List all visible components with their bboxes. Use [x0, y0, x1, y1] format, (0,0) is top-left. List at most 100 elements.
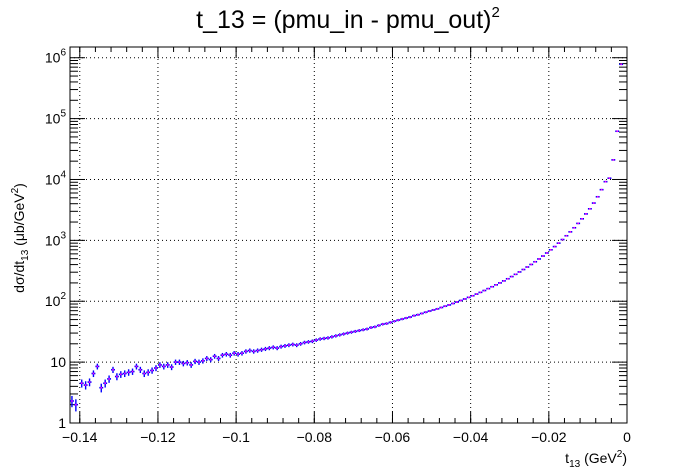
point-marker: [620, 63, 622, 66]
data-point: [486, 287, 491, 290]
y-tick-label: 105: [45, 109, 67, 127]
point-marker: [405, 317, 407, 319]
data-point: [412, 314, 416, 317]
point-marker: [190, 364, 192, 366]
point-marker: [616, 130, 619, 133]
point-marker: [319, 338, 321, 340]
point-marker: [327, 337, 329, 339]
point-marker: [479, 291, 482, 294]
point-marker: [592, 202, 595, 204]
point-marker: [385, 322, 388, 325]
point-marker: [503, 280, 505, 282]
data-point: [365, 327, 370, 331]
data-point: [306, 340, 311, 344]
data-point: [376, 324, 381, 327]
point-marker: [393, 320, 396, 323]
point-marker: [549, 248, 552, 251]
data-point: [220, 352, 225, 358]
point-marker: [608, 177, 611, 179]
x-tick-label: −0.04: [453, 429, 489, 445]
data-point: [470, 294, 475, 297]
point-marker: [323, 337, 325, 340]
data-point: [494, 284, 499, 286]
point-marker: [108, 378, 110, 380]
point-marker: [452, 302, 454, 305]
point-marker: [467, 296, 470, 299]
point-marker: [573, 226, 576, 229]
point-marker: [127, 371, 130, 374]
data-point: [310, 339, 315, 344]
point-marker: [346, 332, 349, 334]
point-marker: [381, 323, 384, 325]
data-point: [95, 363, 100, 370]
data-point: [263, 346, 268, 352]
point-marker: [334, 335, 337, 337]
data-point: [267, 346, 272, 351]
data-point: [275, 346, 280, 351]
point-marker: [370, 326, 372, 329]
data-point: [584, 213, 588, 215]
data-point: [533, 260, 538, 263]
x-tick-label: −0.12: [140, 429, 176, 445]
data-point: [232, 351, 237, 356]
data-point: [181, 360, 186, 367]
y-axis-label: dσ/dt13 (μb/GeV2): [10, 183, 31, 293]
point-marker: [432, 309, 435, 311]
point-marker: [546, 252, 548, 254]
point-marker: [292, 343, 294, 346]
data-point: [87, 378, 92, 387]
data-point: [154, 365, 158, 372]
plot-frame: [69, 46, 628, 424]
data-point: [240, 351, 244, 356]
point-marker: [331, 336, 333, 338]
data-point: [271, 345, 276, 350]
point-marker: [252, 350, 255, 353]
data-point: [396, 318, 401, 322]
point-marker: [397, 319, 400, 321]
data-point: [189, 362, 194, 368]
point-marker: [542, 255, 544, 257]
plot-area: −0.14 −0.12 −0.1 −0.08 −0.06 −0.04 −0.02 0 1 10 10…: [45, 46, 631, 445]
point-marker: [249, 349, 251, 352]
point-marker: [499, 282, 501, 284]
data-point: [357, 329, 362, 333]
point-marker: [202, 360, 204, 362]
point-marker: [589, 207, 591, 210]
point-marker: [182, 362, 185, 365]
point-marker: [112, 368, 114, 371]
point-marker: [241, 352, 243, 355]
data-point: [509, 275, 514, 278]
point-marker: [585, 213, 587, 215]
point-marker: [600, 188, 603, 191]
point-marker: [147, 371, 149, 374]
data-point: [455, 301, 459, 303]
axes: −0.14 −0.12 −0.1 −0.08 −0.06 −0.04 −0.02 0 1 10 10…: [45, 47, 631, 445]
point-marker: [538, 258, 540, 260]
data-point: [611, 159, 616, 161]
data-point: [173, 359, 178, 365]
data-point: [216, 356, 221, 362]
point-marker: [206, 357, 208, 360]
data-point: [353, 329, 358, 333]
point-marker: [166, 364, 169, 366]
data-point: [193, 358, 198, 365]
data-point: [564, 234, 569, 237]
data-point: [224, 351, 229, 357]
point-marker: [96, 365, 99, 368]
data-point: [130, 368, 135, 375]
point-marker: [604, 180, 607, 183]
point-marker: [264, 348, 267, 350]
y-tick-label: 102: [45, 291, 67, 309]
data-point: [169, 364, 174, 371]
point-marker: [92, 372, 95, 375]
point-marker: [116, 375, 118, 378]
point-marker: [186, 361, 189, 364]
point-marker: [475, 293, 478, 295]
x-tick-label: −0.02: [531, 429, 567, 445]
point-marker: [159, 364, 161, 366]
point-marker: [307, 341, 310, 343]
point-marker: [374, 326, 376, 328]
data-point: [204, 356, 209, 362]
data-point: [70, 395, 74, 408]
point-marker: [526, 266, 529, 268]
